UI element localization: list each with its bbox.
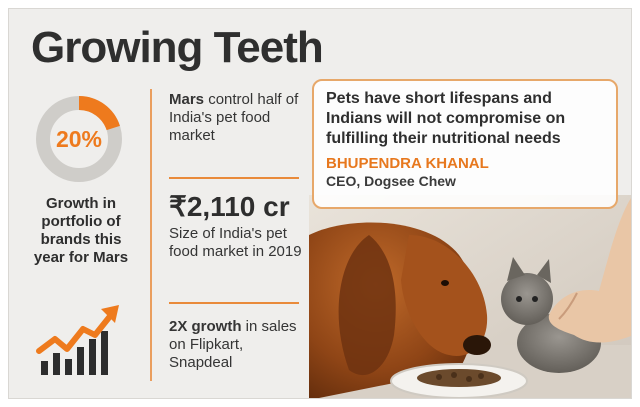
column-divider xyxy=(150,89,152,381)
fact-1-text: control half of India's pet food market xyxy=(169,91,299,144)
infographic-card: Growing Teeth 20% Growth in portfolio of… xyxy=(8,8,632,399)
quote-author-role: CEO, Dogsee Chew xyxy=(326,173,456,189)
fact-3-strong: 2X growth xyxy=(169,318,242,335)
percentage-ring xyxy=(36,96,122,182)
growth-caption: Growth in portfolio of brands this year … xyxy=(33,195,129,266)
fact-3-text: in sales on Flipkart, Snapdeal xyxy=(169,318,297,371)
quote-text: Pets have short lifespans and Indians wi… xyxy=(326,90,566,147)
fact-1-strong: Mars xyxy=(169,91,205,108)
fact-divider xyxy=(169,302,299,304)
growth-chart-icon xyxy=(36,305,119,375)
dog-and-cat-photo xyxy=(309,195,631,398)
fact-2-text: Size of India's pet food market in 2019 xyxy=(169,225,302,260)
fact-2-strong: ₹2,110 cr xyxy=(169,191,290,222)
quote-author-name: BHUPENDRA KHANAL xyxy=(326,155,489,172)
ring-value: 20% xyxy=(55,125,103,152)
infographic-title: Growing Teeth xyxy=(31,23,324,72)
fact-market-size: ₹2,110 cr Size of India's pet food marke… xyxy=(169,192,309,261)
quote-box: Pets have short lifespans and Indians wi… xyxy=(312,79,618,209)
fact-sales-growth: 2X growth in sales on Flipkart, Snapdeal xyxy=(169,318,309,372)
ring-progress xyxy=(36,96,122,182)
fact-divider xyxy=(169,177,299,179)
fact-market-share: Mars control half of India's pet food ma… xyxy=(169,91,309,145)
